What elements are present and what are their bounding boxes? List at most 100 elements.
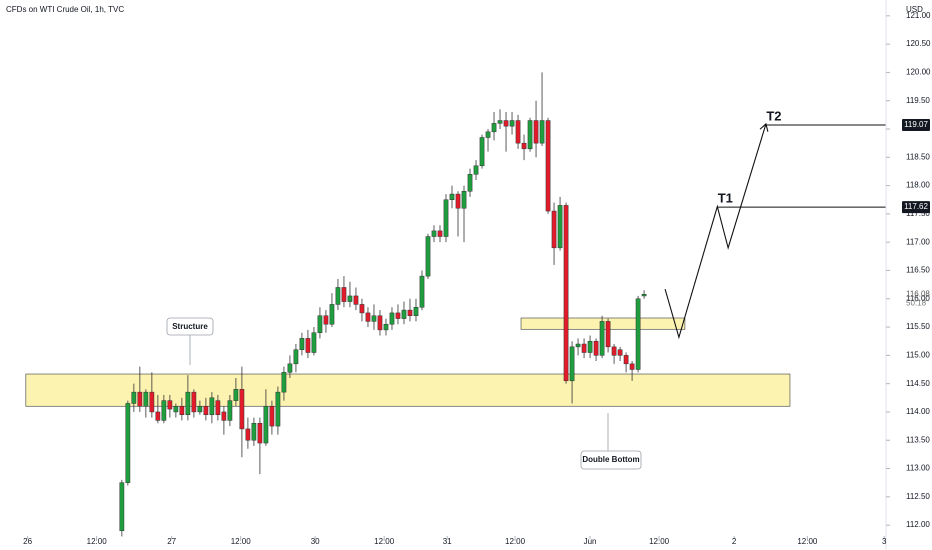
candle-body (209, 397, 215, 416)
projection: T1 T2 (664, 108, 886, 340)
candle-body (221, 411, 227, 421)
candle-body (581, 343, 587, 353)
x-tick-label: 12:00 (87, 537, 108, 546)
candle-body (329, 304, 335, 325)
candle-body (479, 137, 485, 167)
price-tag-label: 119.07 (904, 120, 928, 129)
candle-body (485, 131, 491, 138)
x-tick-label: 12:00 (374, 537, 395, 546)
candle-body (407, 309, 413, 316)
x-tick-label: 2 (732, 537, 737, 546)
candle-body (119, 482, 125, 532)
projection-line (664, 123, 767, 340)
callout-box (166, 317, 214, 336)
candle-body (401, 309, 407, 319)
chart-title: CFDs on WTI Crude Oil, 1h, TVC (6, 5, 124, 14)
candle-body (215, 400, 221, 416)
candles (119, 72, 647, 537)
candle-body (587, 340, 593, 353)
candle-body (155, 411, 161, 421)
target-label: T1 (718, 191, 733, 206)
callout-text: Structure (172, 322, 208, 331)
currency: USD (906, 5, 923, 14)
candle-body (341, 287, 347, 302)
candle-body (347, 295, 353, 302)
candle-body (545, 120, 551, 212)
candle-body (575, 343, 581, 348)
candle-body (443, 199, 449, 237)
candle-body (287, 363, 293, 373)
y-tick-label: 115.50 (906, 322, 930, 331)
candle-body (611, 346, 617, 356)
candle-body (473, 165, 479, 175)
candle-body (593, 340, 599, 356)
y-tick-label: 121.00 (906, 11, 931, 20)
candle-body (515, 120, 521, 144)
candle-body (185, 391, 191, 416)
y-tick-label: 112.00 (906, 520, 930, 529)
candle-body (311, 332, 317, 353)
candle-body (533, 120, 539, 144)
x-tick-label: Jun (584, 537, 597, 546)
x-tick-label: 12:00 (797, 537, 818, 546)
y-tick-label: 120.00 (906, 68, 931, 77)
candle-body (551, 210, 557, 249)
y-tick-label: 113.50 (906, 435, 930, 444)
candle-body (191, 391, 197, 413)
candle-body (449, 193, 455, 200)
candle-body (299, 338, 305, 350)
y-tick-label: 116.00 (906, 294, 930, 303)
candle-body (389, 312, 395, 325)
candle-body (239, 389, 245, 430)
y-tick-label: 114.50 (906, 379, 930, 388)
candle-body (131, 391, 137, 404)
target-label: T2 (766, 108, 781, 123)
x-tick-label: 31 (443, 537, 452, 546)
candle-body (491, 123, 497, 133)
candle-body (305, 338, 311, 353)
candle-body (293, 349, 299, 365)
candle-body (167, 400, 173, 410)
candle-body (497, 120, 503, 124)
candle-body (395, 312, 401, 319)
y-tick-label: 116.50 (906, 266, 930, 275)
candle-body (539, 120, 545, 144)
candle-body (461, 191, 467, 209)
candle-body (467, 174, 473, 192)
y-tick-label: 117.50 (906, 209, 930, 218)
candle-body (161, 400, 167, 421)
structure-callout: Structure (166, 317, 214, 365)
candle-body (203, 406, 209, 416)
x-tick-label: 27 (167, 537, 176, 546)
candle-body (569, 346, 575, 382)
candle-body (563, 205, 569, 382)
candle-body (419, 275, 425, 308)
double-bottom-callout: Double Bottom (580, 413, 642, 470)
callout-text: Double Bottom (582, 455, 639, 464)
y-tick-label: 118.50 (906, 152, 930, 161)
candle-body (257, 423, 263, 444)
candle-body (431, 230, 437, 237)
candle-body (413, 307, 419, 316)
x-tick-label: 12:00 (505, 537, 526, 546)
y-tick-label: 119.50 (906, 96, 930, 105)
x-tick-label: 12:00 (231, 537, 252, 546)
y-tick-label: 117.00 (906, 237, 930, 246)
candle-body (635, 298, 641, 370)
candle-body (197, 406, 203, 413)
candle-body (503, 120, 509, 127)
candle-body (359, 304, 365, 314)
candle-body (227, 400, 233, 421)
candle-body (371, 315, 377, 322)
candle-body (263, 406, 269, 444)
candle-body (383, 323, 389, 331)
candle-body (335, 287, 341, 305)
candle-body (629, 363, 635, 370)
candle-body (281, 372, 287, 393)
candle-body (641, 293, 647, 297)
candle-body (353, 295, 359, 305)
candle-body (521, 142, 527, 150)
y-tick-label: 113.00 (906, 464, 930, 473)
